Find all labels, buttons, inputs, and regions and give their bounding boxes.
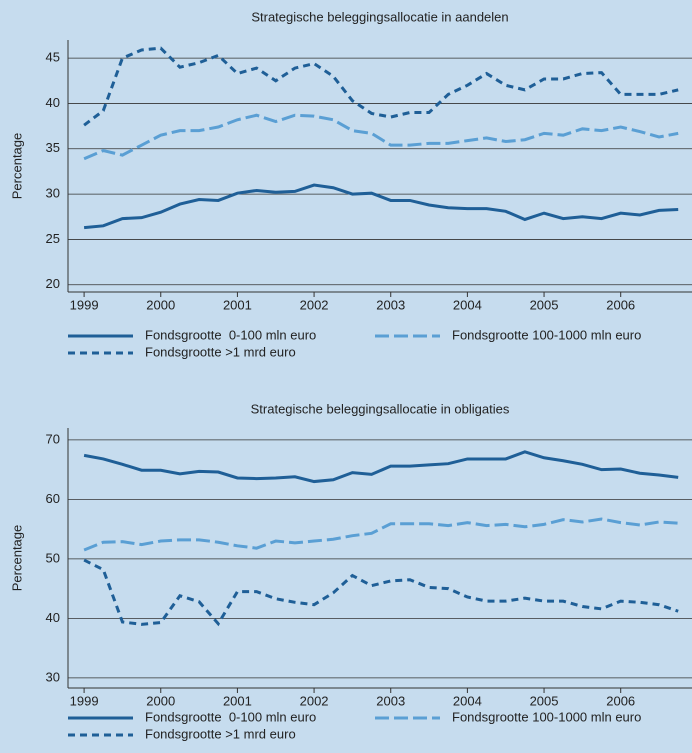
- legend-label: Fondsgrootte >1 mrd euro: [145, 726, 296, 741]
- series-line: [83, 450, 679, 484]
- x-tick-label: 2004: [453, 693, 482, 708]
- legend-label: Fondsgrootte 0-100 mln euro: [145, 709, 316, 724]
- x-tick-label: 2003: [376, 297, 405, 312]
- y-tick-label: 60: [46, 491, 60, 506]
- x-tick-label: 2002: [300, 693, 329, 708]
- x-tick-label: 2006: [606, 297, 635, 312]
- x-tick-label: 2002: [300, 297, 329, 312]
- y-tick-label: 70: [46, 431, 60, 446]
- y-tick-label: 40: [46, 610, 60, 625]
- y-axis-label: Percentage: [9, 525, 24, 592]
- series-line: [83, 113, 679, 161]
- x-tick-label: 1999: [70, 297, 99, 312]
- series-line: [83, 517, 679, 552]
- series-line: [83, 46, 679, 127]
- y-tick-label: 30: [46, 186, 60, 201]
- legend-label: Fondsgrootte 100-1000 mln euro: [452, 327, 641, 342]
- x-tick-label: 2004: [453, 297, 482, 312]
- series-line: [83, 558, 679, 627]
- x-tick-label: 2003: [376, 693, 405, 708]
- y-tick-label: 20: [46, 276, 60, 291]
- y-tick-label: 45: [46, 50, 60, 65]
- x-tick-label: 2001: [223, 693, 252, 708]
- y-tick-label: 25: [46, 231, 60, 246]
- chart-title: Strategische beleggingsallocatie in aand…: [251, 9, 508, 24]
- x-tick-label: 2005: [530, 297, 559, 312]
- y-tick-label: 30: [46, 669, 60, 684]
- legend-label: Fondsgrootte >1 mrd euro: [145, 344, 296, 359]
- x-tick-label: 2005: [530, 693, 559, 708]
- x-tick-label: 2000: [146, 693, 175, 708]
- y-tick-label: 35: [46, 140, 60, 155]
- y-tick-label: 50: [46, 550, 60, 565]
- x-tick-label: 2001: [223, 297, 252, 312]
- y-axis-label: Percentage: [9, 133, 24, 200]
- legend-label: Fondsgrootte 100-1000 mln euro: [452, 709, 641, 724]
- legend-label: Fondsgrootte 0-100 mln euro: [145, 327, 316, 342]
- x-tick-label: 2000: [146, 297, 175, 312]
- x-tick-label: 2006: [606, 693, 635, 708]
- series-line: [83, 183, 679, 230]
- y-tick-label: 40: [46, 95, 60, 110]
- x-tick-label: 1999: [70, 693, 99, 708]
- chart-title: Strategische beleggingsallocatie in obli…: [251, 401, 510, 416]
